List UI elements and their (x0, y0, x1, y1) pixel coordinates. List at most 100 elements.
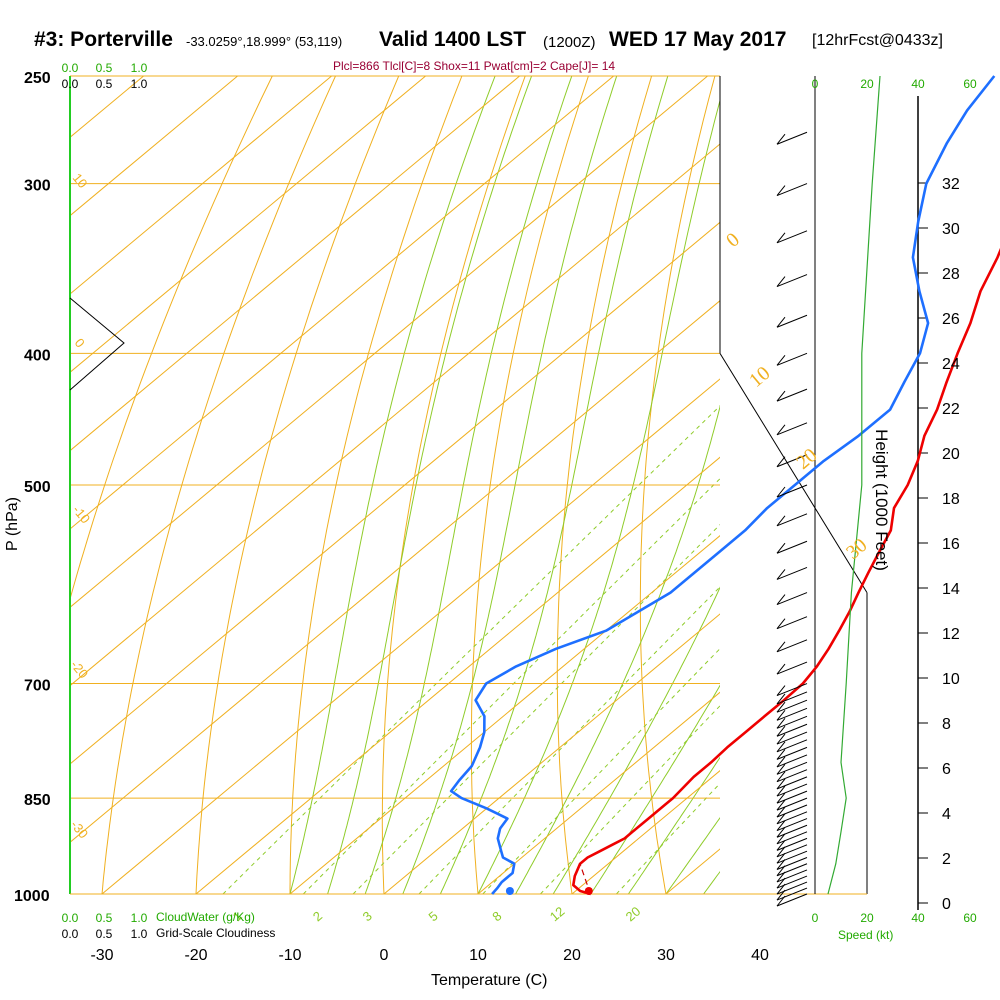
wind-barb (776, 592, 808, 606)
wind-barb-flag (776, 741, 786, 753)
wind-barb-flag (776, 859, 786, 870)
wind-barb (776, 183, 808, 197)
surface-dewpoint-dot (505, 887, 514, 895)
moist-adiabat-line (590, 684, 720, 894)
isotherm-line (948, 76, 1000, 894)
wind-barb-flag (776, 316, 786, 328)
pressure-tick-label: 850 (24, 792, 51, 809)
dry-adiabat-line (195, 76, 400, 894)
wind-barb-flag (776, 685, 786, 696)
dry-adiabat-line (721, 76, 778, 894)
x-tick-label: -10 (278, 947, 301, 964)
wind-barb (776, 131, 808, 145)
height-tick-label: 16 (942, 536, 960, 553)
cloudiness-label: Grid-Scale Cloudiness (156, 926, 276, 940)
dry-adiabat-line (470, 76, 589, 894)
isotherm-line (477, 691, 720, 894)
wind-barb (776, 887, 808, 901)
wind-barb-flag (776, 718, 786, 729)
height-tick-label: 32 (942, 176, 960, 193)
wind-barb (776, 707, 808, 721)
isotherm-line (70, 76, 520, 452)
wind-barb (776, 230, 808, 244)
cloudiness-tick-bottom: 0.0 (62, 927, 79, 941)
mixing-ratio-label: 2 (310, 908, 325, 924)
wind-barb (776, 824, 808, 838)
cloudiness-tick-bottom: 1.0 (131, 927, 148, 941)
speed-tick-top: 0 (812, 77, 819, 91)
wind-barb-flag (776, 709, 786, 721)
wind-barb-flag (776, 456, 786, 468)
wind-barb (776, 454, 808, 468)
wind-barb (776, 761, 808, 775)
wind-barb (776, 616, 808, 630)
wind-barb (776, 850, 808, 864)
temperature-line (572, 247, 1000, 896)
height-tick-label: 28 (942, 266, 960, 283)
wind-barb-flag (776, 840, 786, 851)
wind-speed-line (827, 75, 881, 895)
height-tick-label: 20 (942, 446, 960, 463)
wind-barb (776, 683, 808, 697)
moist-adiabat-line (627, 756, 720, 894)
cloudiness-tick-bottom: 0.5 (96, 927, 113, 941)
wind-barb-flag (776, 133, 786, 145)
wind-barb (776, 804, 808, 818)
isotherm-line (289, 535, 720, 894)
isotherm-line (70, 76, 238, 217)
wind-barb-flag (776, 799, 786, 811)
wind-barb-flag (776, 771, 786, 782)
wind-barb (776, 314, 808, 328)
wind-barb (776, 567, 808, 580)
chart-title-station: #3: Porterville (34, 28, 173, 51)
wind-barb-flag (776, 785, 786, 797)
dry-adiabat-label: -30 (68, 817, 92, 841)
pressure-tick-label: 250 (24, 70, 51, 87)
speed-tick-bottom: 20 (860, 911, 874, 925)
wind-barb-flag (776, 515, 786, 527)
wind-barb (776, 769, 808, 783)
moist-adiabat-line (289, 76, 496, 894)
cloudiness-tick-top: 0.0 (62, 77, 79, 91)
wind-barb (776, 881, 808, 895)
wind-barb-flag (776, 865, 786, 877)
pressure-tick-label: 1000 (14, 888, 50, 905)
wind-barb-flag (776, 232, 786, 244)
speed-tick-bottom: 0 (812, 911, 819, 925)
isotherm-label: 0 (722, 229, 744, 252)
pressure-tick-label: 400 (24, 347, 51, 364)
cloud-water-tick-bottom: 0.5 (96, 911, 113, 925)
speed-tick-top: 20 (860, 77, 874, 91)
x-tick-label: 20 (563, 947, 581, 964)
dry-adiabat-line (101, 76, 336, 894)
wind-barb (776, 731, 808, 745)
cloud-water-tick-top: 0.0 (62, 61, 79, 75)
dry-adiabat-label: -20 (68, 657, 92, 681)
moist-adiabat-line (703, 870, 720, 894)
wind-barb-flag (776, 764, 786, 775)
wind-barb-flag (776, 594, 786, 605)
wind-barb-flag (776, 733, 786, 745)
dewpoint-line (449, 75, 996, 895)
wind-barb (776, 352, 808, 366)
height-tick-label: 22 (942, 401, 960, 418)
wind-barb-flag (776, 756, 786, 768)
wind-barb-flag (776, 833, 786, 845)
wind-barb (776, 811, 808, 825)
height-tick-label: 0 (942, 896, 951, 913)
wind-barb (776, 844, 808, 858)
pressure-tick-label: 300 (24, 178, 51, 195)
x-tick-label: 10 (469, 947, 487, 964)
chart-title-date: WED 17 May 2017 (609, 28, 787, 51)
speed-tick-top: 60 (963, 77, 977, 91)
cloudiness-tick-top: 1.0 (131, 77, 148, 91)
height-tick-label: 14 (942, 581, 960, 598)
height-tick-label: 26 (942, 311, 960, 328)
wind-barb (776, 893, 808, 907)
speed-tick-top: 40 (911, 77, 925, 91)
wind-barb-flag (776, 778, 786, 790)
moist-adiabat-line (327, 76, 533, 894)
moist-adiabat-line (402, 76, 618, 894)
wind-barb-flag (776, 852, 786, 864)
mixing-ratio-label: 20 (623, 904, 644, 925)
